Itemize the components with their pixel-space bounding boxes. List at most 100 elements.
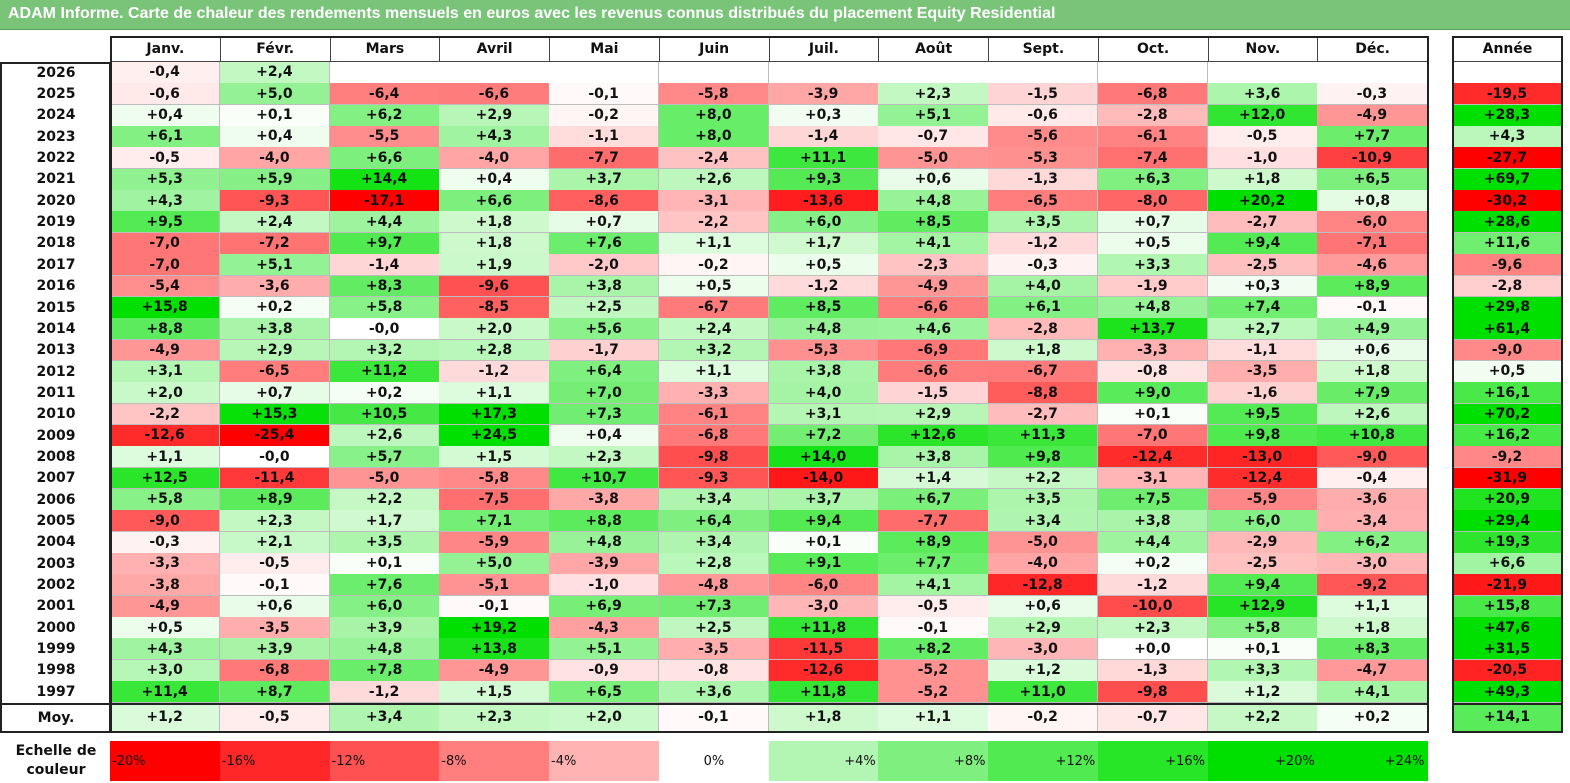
heatmap-cell: -5,1 bbox=[439, 574, 550, 597]
heatmap-cell bbox=[768, 62, 879, 84]
heatmap-cell: +3,1 bbox=[110, 360, 221, 383]
heatmap-cell: -6,1 bbox=[658, 403, 769, 426]
heatmap-cell: -1,3 bbox=[988, 168, 1099, 191]
heatmap-cell: -12,4 bbox=[1207, 467, 1318, 490]
heatmap-cell: -2,7 bbox=[1207, 211, 1318, 234]
year-label: 2003 bbox=[36, 555, 76, 572]
heatmap-cell: -4,9 bbox=[110, 595, 221, 618]
heatmap-cell: -0,7 bbox=[878, 126, 989, 148]
annual-cell bbox=[1453, 62, 1562, 84]
heatmap-cell: +0,8 bbox=[1317, 190, 1428, 212]
heatmap-cell: -0,1 bbox=[219, 574, 330, 597]
annual-cell: +6,6 bbox=[1453, 553, 1562, 575]
heatmap-cell: +9,8 bbox=[1207, 424, 1318, 447]
annual-cell: +61,4 bbox=[1453, 318, 1562, 341]
heatmap-cell: +9,0 bbox=[1097, 382, 1208, 405]
heatmap-cell: -2,0 bbox=[549, 254, 660, 276]
heatmap-cell: +7,8 bbox=[329, 659, 440, 682]
heatmap-cell: +2,8 bbox=[439, 339, 550, 362]
annual-cell: +15,8 bbox=[1453, 595, 1562, 618]
heatmap-cell: +0,5 bbox=[768, 254, 879, 276]
month-header: Juin bbox=[658, 36, 770, 62]
heatmap-cell: -6,9 bbox=[878, 339, 989, 362]
heatmap-cell: -0,5 bbox=[219, 553, 330, 575]
annual-cell: +29,8 bbox=[1453, 296, 1562, 319]
average-cell: +1,8 bbox=[768, 703, 879, 732]
heatmap-cell: +2,9 bbox=[878, 403, 989, 426]
heatmap-cell: -7,2 bbox=[219, 232, 330, 255]
heatmap-cell: +3,5 bbox=[329, 531, 440, 554]
heatmap-cell: -2,4 bbox=[658, 147, 769, 170]
heatmap-cell: +6,6 bbox=[329, 147, 440, 170]
heatmap-cell: +2,3 bbox=[1097, 617, 1208, 639]
heatmap-cell: -3,5 bbox=[1207, 360, 1318, 383]
heatmap-cell: -13,0 bbox=[1207, 446, 1318, 469]
heatmap-cell: -1,2 bbox=[329, 681, 440, 703]
heatmap-cell: +13,8 bbox=[439, 638, 550, 661]
heatmap-cell: +1,5 bbox=[439, 446, 550, 469]
annual-cell: -2,8 bbox=[1453, 275, 1562, 298]
heatmap-cell: +1,2 bbox=[1207, 681, 1318, 703]
heatmap-cell: -14,0 bbox=[768, 467, 879, 490]
heatmap-cell: +1,8 bbox=[1317, 360, 1428, 383]
heatmap-cell: +2,1 bbox=[219, 531, 330, 554]
color-scale-swatch: +20% bbox=[1207, 741, 1318, 781]
heatmap-cell: +0,1 bbox=[329, 553, 440, 575]
heatmap-cell: -3,5 bbox=[658, 638, 769, 661]
heatmap-cell: +3,1 bbox=[768, 403, 879, 426]
heatmap-cell: -6,6 bbox=[439, 83, 550, 106]
year-label: 2022 bbox=[36, 150, 76, 167]
heatmap-cell: -0,8 bbox=[1097, 360, 1208, 383]
heatmap-cell: -0,1 bbox=[549, 83, 660, 106]
annual-cell: +16,1 bbox=[1453, 382, 1562, 405]
heatmap-cell: -0,3 bbox=[988, 254, 1099, 276]
heatmap-cell: +1,2 bbox=[988, 659, 1099, 682]
heatmap-cell: +2,4 bbox=[219, 62, 330, 84]
heatmap-cell: +8,3 bbox=[329, 275, 440, 298]
heatmap-cell: -7,0 bbox=[110, 232, 221, 255]
heatmap-cell: -5,4 bbox=[110, 275, 221, 298]
heatmap-cell: +6,0 bbox=[1207, 510, 1318, 533]
heatmap-cell: +9,7 bbox=[329, 232, 440, 255]
heatmap-cell: -6,4 bbox=[329, 83, 440, 106]
heatmap-cell: -3,0 bbox=[768, 595, 879, 618]
heatmap-cell: +0,3 bbox=[768, 104, 879, 127]
heatmap-cell: -5,8 bbox=[439, 467, 550, 490]
heatmap-cell: +5,1 bbox=[549, 638, 660, 661]
year-label: 2013 bbox=[36, 342, 76, 359]
heatmap-cell: -7,7 bbox=[549, 147, 660, 170]
annual-cell: -9,2 bbox=[1453, 446, 1562, 469]
annual-cell: +28,6 bbox=[1453, 211, 1562, 234]
heatmap-cell: +3,8 bbox=[768, 360, 879, 383]
annual-cell: -31,9 bbox=[1453, 467, 1562, 490]
heatmap-cell: -2,5 bbox=[1207, 553, 1318, 575]
heatmap-cell bbox=[329, 62, 440, 84]
heatmap-cell: -12,8 bbox=[988, 574, 1099, 597]
heatmap-cell: -9,8 bbox=[1097, 681, 1208, 703]
heatmap-cell: +15,8 bbox=[110, 296, 221, 319]
heatmap-cell: -6,6 bbox=[878, 296, 989, 319]
heatmap-cell: +3,9 bbox=[329, 617, 440, 639]
heatmap-cell: +1,1 bbox=[1317, 595, 1428, 618]
heatmap-cell: +7,2 bbox=[768, 424, 879, 447]
heatmap-cell: +4,3 bbox=[110, 190, 221, 212]
heatmap-cell: +6,6 bbox=[439, 190, 550, 212]
heatmap-cell: +3,4 bbox=[988, 510, 1099, 533]
heatmap-cell: -6,5 bbox=[988, 190, 1099, 212]
annual-cell: -30,2 bbox=[1453, 190, 1562, 212]
heatmap-cell: +5,6 bbox=[549, 318, 660, 341]
heatmap-cell: +0,5 bbox=[110, 617, 221, 639]
heatmap-cell: +4,8 bbox=[549, 531, 660, 554]
heatmap-cell: +0,1 bbox=[768, 531, 879, 554]
heatmap-cell: -4,0 bbox=[219, 147, 330, 170]
year-label: 2025 bbox=[36, 86, 76, 103]
year-label: 2010 bbox=[36, 406, 76, 423]
heatmap-cell: -3,9 bbox=[549, 553, 660, 575]
heatmap-cell: -9,8 bbox=[658, 446, 769, 469]
year-label: 2017 bbox=[36, 256, 76, 273]
heatmap-cell: +7,1 bbox=[439, 510, 550, 533]
heatmap-cell: -6,5 bbox=[219, 360, 330, 383]
heatmap-cell: -1,2 bbox=[439, 360, 550, 383]
year-label: 2012 bbox=[36, 363, 76, 380]
heatmap-cell: +8,0 bbox=[658, 104, 769, 127]
